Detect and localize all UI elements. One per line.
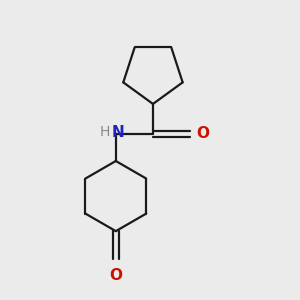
Text: O: O	[196, 126, 209, 141]
Text: O: O	[109, 268, 122, 283]
Text: H: H	[99, 125, 110, 140]
Text: N: N	[111, 125, 124, 140]
